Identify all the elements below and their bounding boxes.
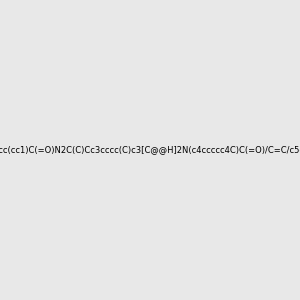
Text: CCc1ccc(cc1)C(=O)N2C(C)Cc3cccc(C)c3[C@@H]2N(c4ccccc4C)C(=O)/C=C/c5ccccc5: CCc1ccc(cc1)C(=O)N2C(C)Cc3cccc(C)c3[C@@H… xyxy=(0,146,300,154)
